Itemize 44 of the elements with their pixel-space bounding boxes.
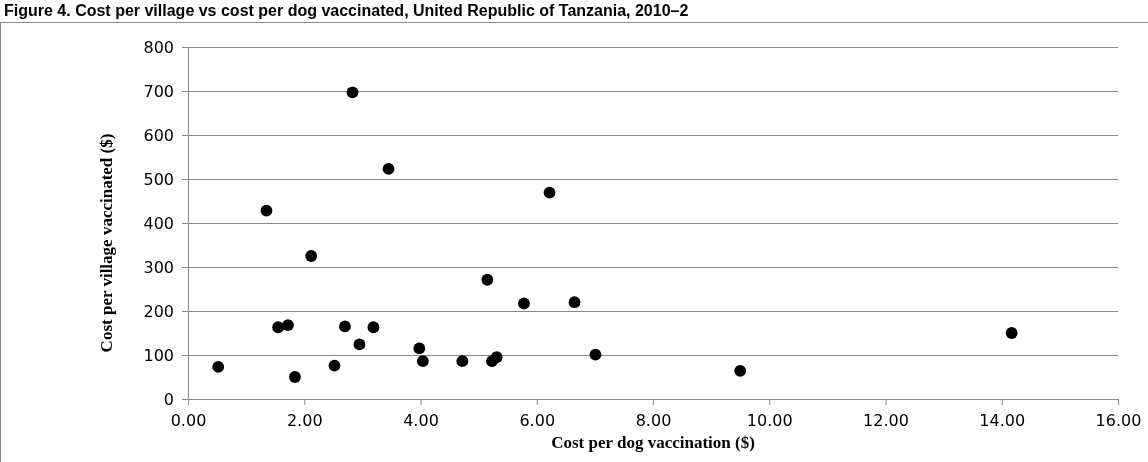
point <box>568 296 581 309</box>
point <box>413 342 426 355</box>
point <box>305 250 318 262</box>
x-tick-label: 8.00 <box>635 411 672 431</box>
point <box>1005 327 1018 339</box>
point <box>589 348 602 361</box>
chart-title: Figure 4. Cost per village vs cost per dog vaccinated, United Republic of Tanzania, 2010–2 <box>4 2 689 19</box>
x-tick-label: 12.00 <box>863 411 909 431</box>
y-tick-label: 200 <box>143 301 174 321</box>
point <box>346 86 359 99</box>
y-tick-label: 400 <box>143 213 174 233</box>
x-tick-label: 4.00 <box>403 411 439 431</box>
x-tick-label: 10.00 <box>746 411 793 431</box>
x-tick-label: 2.00 <box>286 411 323 431</box>
point <box>260 204 273 217</box>
point <box>339 320 351 333</box>
point <box>734 364 747 377</box>
point <box>353 338 366 351</box>
point <box>416 355 429 368</box>
y-tick-label: 700 <box>143 81 174 101</box>
point <box>518 297 530 310</box>
point <box>282 319 294 331</box>
y-tick-label: 300 <box>143 257 174 277</box>
point <box>272 321 285 334</box>
point <box>328 359 341 372</box>
point <box>456 355 469 368</box>
point <box>481 273 494 286</box>
x-tick-label: 6.00 <box>519 411 556 431</box>
y-axis-title: Cost per village vaccinated ($) <box>97 133 116 353</box>
point <box>543 186 556 199</box>
x-tick-label: 0.00 <box>170 411 207 431</box>
y-tick-label: 800 <box>143 37 174 57</box>
x-tick-label: 16.00 <box>1095 411 1142 431</box>
point <box>490 351 503 364</box>
y-tick-label: 500 <box>143 169 174 189</box>
point <box>289 371 301 383</box>
y-tick-label: 600 <box>143 125 174 145</box>
y-tick-label: 0 <box>163 389 174 409</box>
point <box>367 321 380 334</box>
x-tick-label: 14.00 <box>979 411 1026 431</box>
y-tick-label: 100 <box>143 345 174 365</box>
x-axis-title: Cost per dog vaccination ($) <box>551 433 755 452</box>
point <box>382 162 395 175</box>
point <box>212 360 225 373</box>
